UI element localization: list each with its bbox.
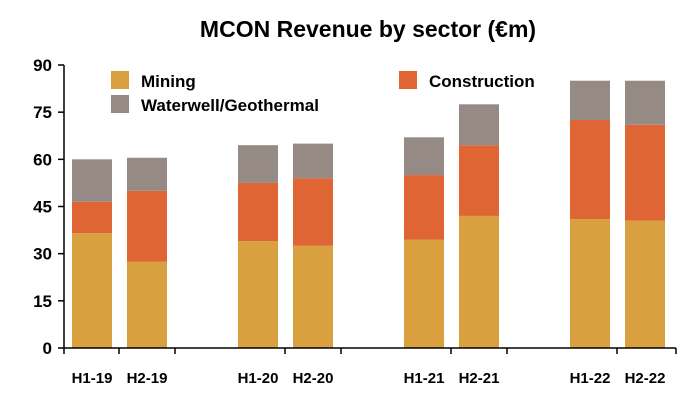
x-tick-label: H1-20	[238, 370, 279, 387]
bar-construction-h2-19	[127, 190, 167, 262]
x-tick-label: H2-20	[293, 370, 334, 387]
bar-mining-h2-20	[293, 245, 333, 348]
bar-waterwell-geothermal-h2-21	[459, 104, 499, 146]
legend-label-mining: Mining	[141, 72, 196, 91]
bar-construction-h2-22	[625, 124, 665, 221]
bar-waterwell-geothermal-h1-21	[404, 137, 444, 176]
legend-label-construction: Construction	[429, 72, 535, 91]
bar-mining-h1-20	[238, 241, 278, 348]
bar-construction-h1-21	[404, 175, 444, 240]
bar-mining-h2-21	[459, 215, 499, 348]
x-tick-label: H2-22	[625, 370, 666, 387]
y-tick-label: 15	[33, 292, 52, 311]
x-tick-label: H1-22	[570, 370, 611, 387]
chart-title: MCON Revenue by sector (€m)	[200, 16, 536, 42]
y-tick-label: 0	[43, 339, 52, 358]
bar-waterwell-geothermal-h1-22	[570, 80, 610, 121]
y-tick-label: 90	[33, 56, 52, 75]
bar-construction-h1-19	[72, 201, 112, 234]
bar-waterwell-geothermal-h2-19	[127, 157, 167, 191]
bar-waterwell-geothermal-h1-20	[238, 145, 278, 183]
legend-swatch-construction	[399, 71, 417, 89]
y-tick-label: 30	[33, 245, 52, 264]
x-tick-label: H1-19	[72, 370, 113, 387]
y-tick-label: 45	[33, 198, 52, 217]
x-tick-label: H1-21	[404, 370, 445, 387]
legend-label-waterwell-geothermal: Waterwell/Geothermal	[141, 96, 319, 115]
legend-swatch-mining	[111, 71, 129, 89]
bar-mining-h1-19	[72, 233, 112, 348]
bar-waterwell-geothermal-h1-19	[72, 159, 112, 202]
x-tick-label: H2-19	[127, 370, 168, 387]
legend-swatch-waterwell-geothermal	[111, 95, 129, 113]
bar-mining-h1-21	[404, 239, 444, 348]
bar-mining-h2-19	[127, 261, 167, 348]
y-tick-label: 60	[33, 150, 52, 169]
bar-mining-h1-22	[570, 219, 610, 348]
x-tick-label: H2-21	[459, 370, 500, 387]
bar-waterwell-geothermal-h2-22	[625, 80, 665, 125]
y-tick-label: 75	[33, 103, 52, 122]
bar-construction-h1-22	[570, 120, 610, 220]
bar-mining-h2-22	[625, 220, 665, 348]
bar-waterwell-geothermal-h2-20	[293, 143, 333, 179]
bar-construction-h2-21	[459, 145, 499, 216]
bar-construction-h2-20	[293, 178, 333, 246]
bar-construction-h1-20	[238, 182, 278, 242]
